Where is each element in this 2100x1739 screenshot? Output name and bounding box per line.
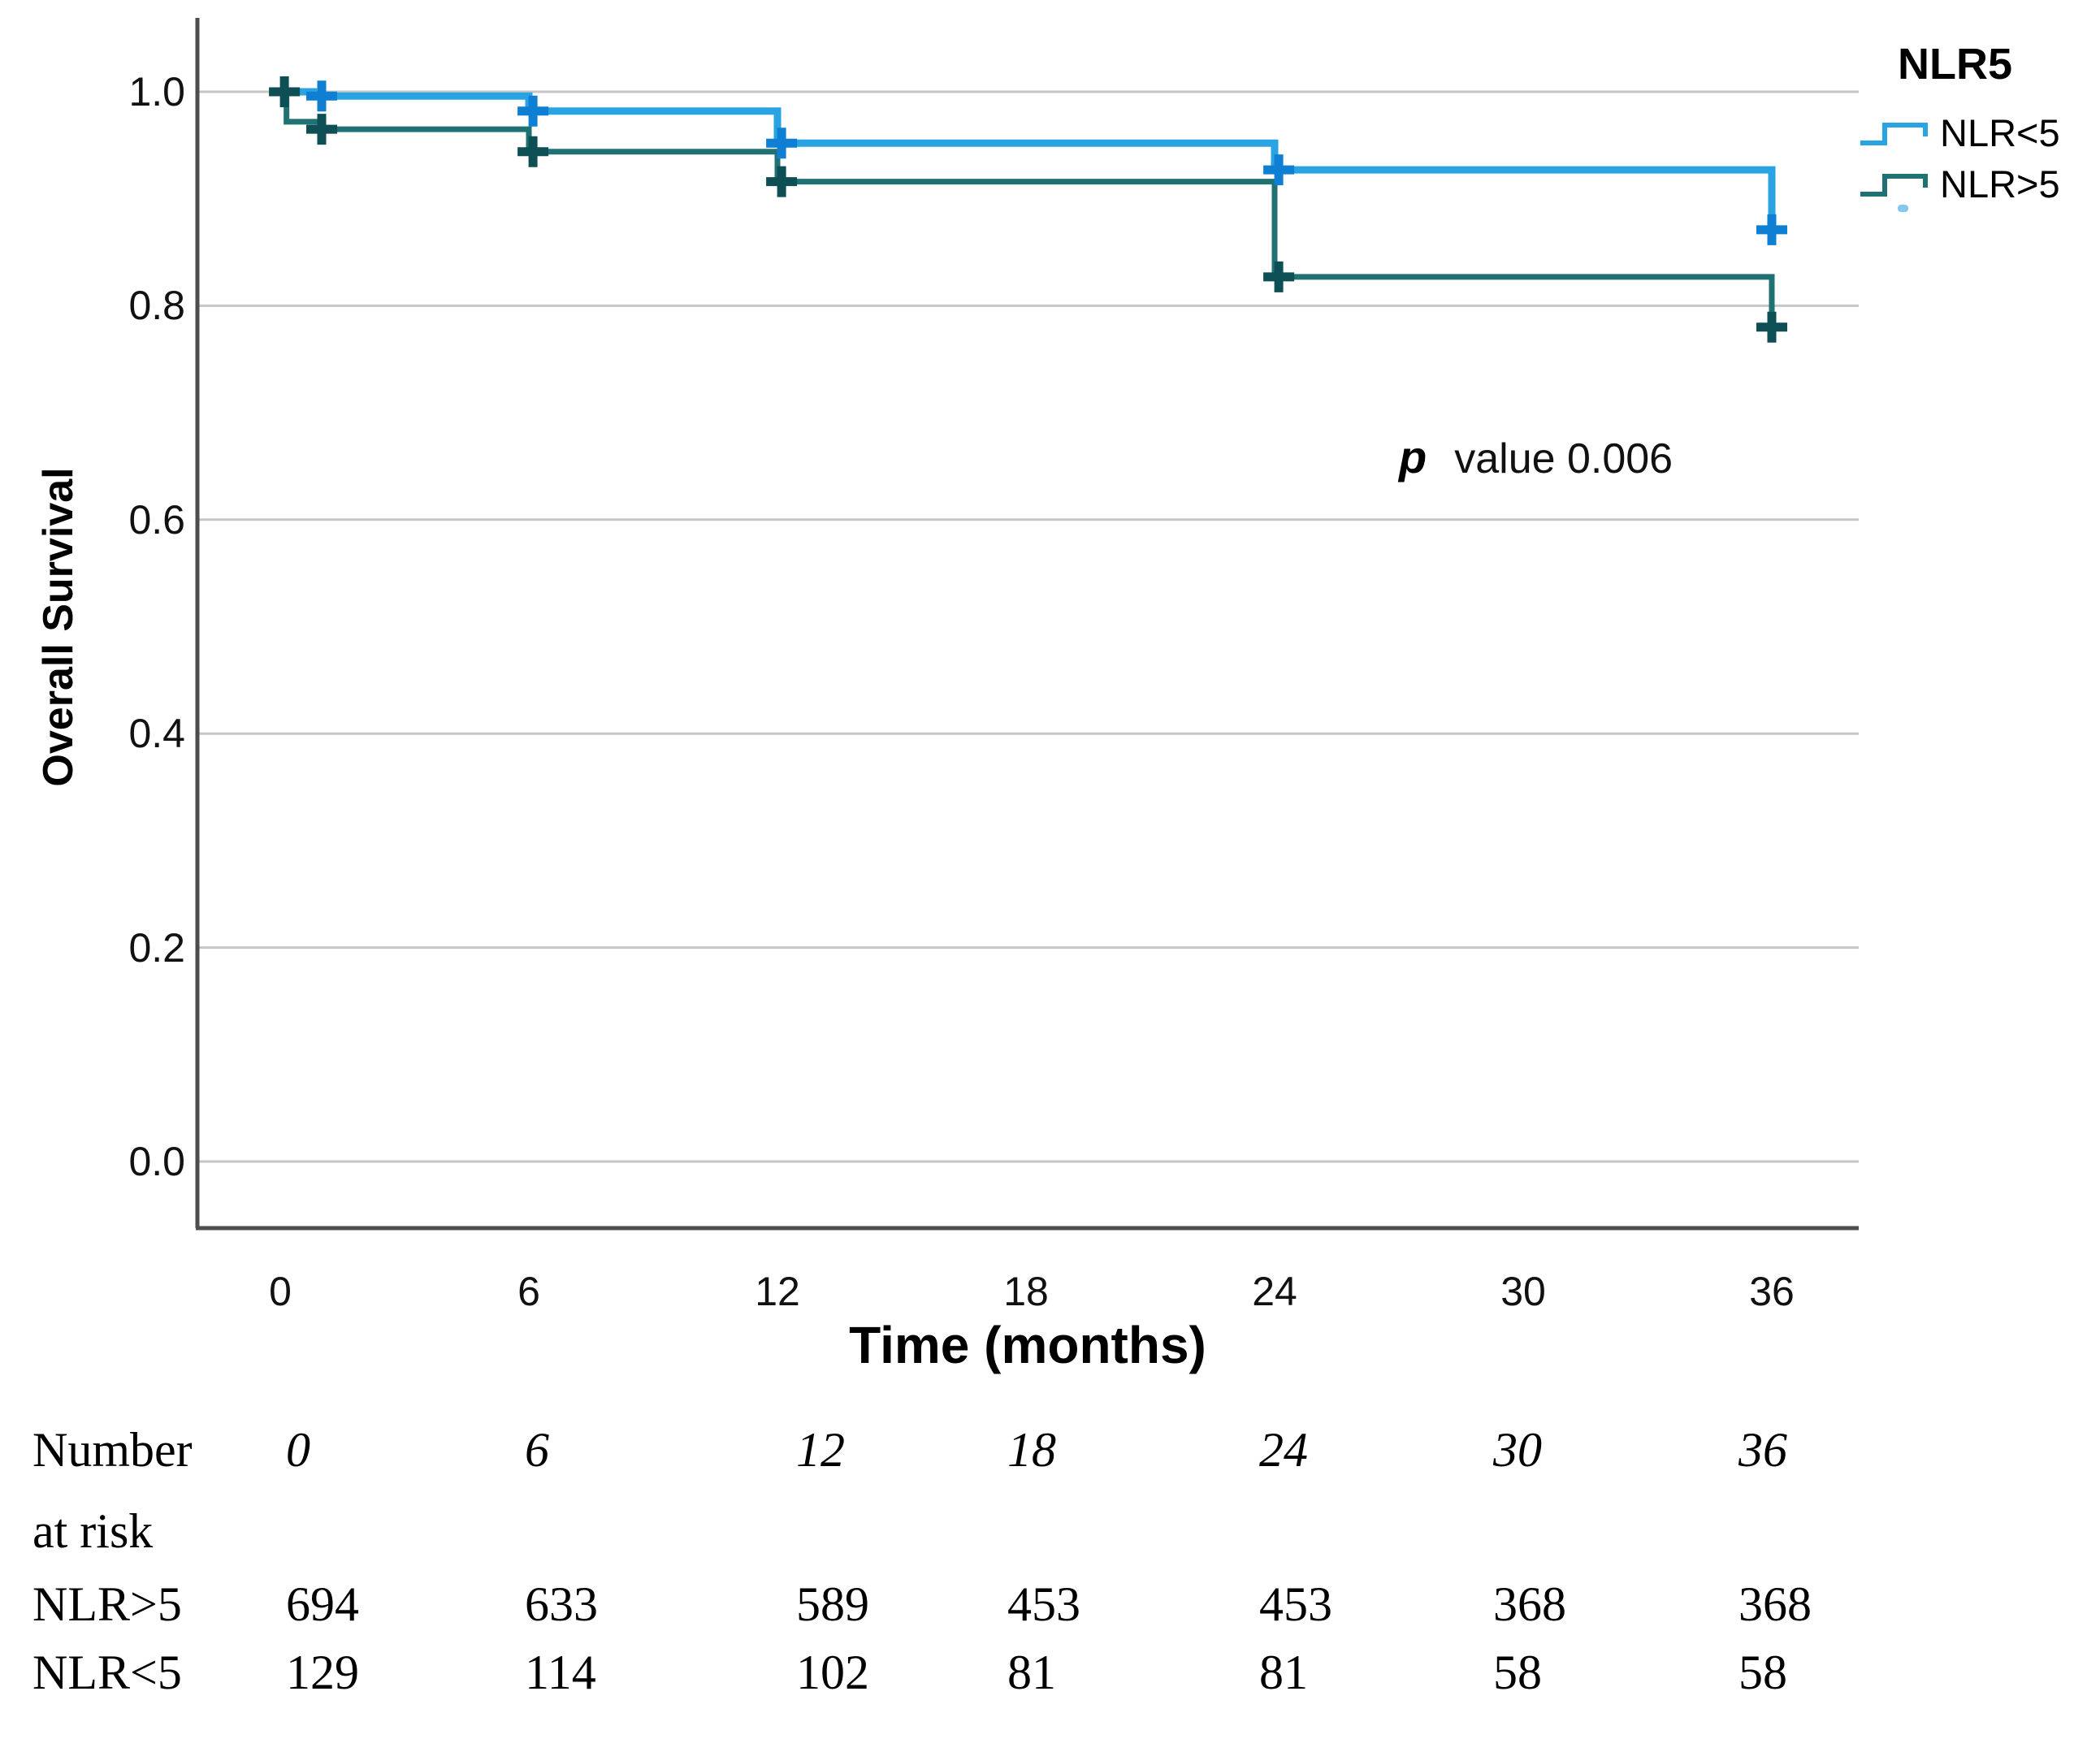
- censor-mark-NLR>5: [1263, 261, 1295, 292]
- step-line-icon: [1860, 122, 1928, 145]
- risk-value: 453: [1259, 1577, 1332, 1631]
- risk-row-label: NLR<5: [32, 1646, 182, 1699]
- censor-mark-NLR>5: [1756, 311, 1787, 343]
- risk-table-title-line1: Number: [32, 1423, 193, 1477]
- risk-row-label: NLR>5: [32, 1577, 182, 1631]
- risk-time-header: 18: [1007, 1423, 1056, 1477]
- censor-mark-NLR>5: [269, 76, 301, 107]
- risk-value: 368: [1493, 1577, 1566, 1631]
- risk-value: 81: [1259, 1646, 1308, 1699]
- risk-table-title-line2: at risk: [32, 1504, 154, 1558]
- risk-value: 368: [1738, 1577, 1812, 1631]
- risk-value: 81: [1007, 1646, 1056, 1699]
- legend-entry-nlr-gt5: NLR>5: [1859, 162, 2100, 206]
- risk-value: 633: [525, 1577, 598, 1631]
- risk-value: 102: [796, 1646, 869, 1699]
- legend: NLR5 NLR<5 NLR>5: [1859, 39, 2100, 213]
- censor-mark-NLR>5: [306, 114, 337, 145]
- p-value-annotation: p value 0.006: [1399, 430, 1673, 483]
- risk-value: 129: [286, 1646, 359, 1699]
- p-symbol: p: [1399, 431, 1427, 482]
- censor-mark-NLR<5: [1756, 214, 1787, 245]
- risk-value: 58: [1738, 1646, 1787, 1699]
- p-value-text: value 0.006: [1454, 435, 1674, 482]
- step-line-icon: [1860, 173, 1928, 197]
- risk-time-header: 0: [286, 1423, 310, 1477]
- censor-mark-NLR<5: [517, 95, 549, 127]
- legend-title: NLR5: [1897, 40, 2012, 89]
- legend-label: NLR>5: [1940, 162, 2060, 205]
- censor-mark-NLR<5: [306, 80, 337, 112]
- censor-mark-NLR>5: [766, 166, 798, 197]
- legend-entry-nlr-lt5: NLR<5: [1859, 110, 2100, 155]
- risk-time-header: 36: [1738, 1423, 1787, 1477]
- risk-value: 589: [796, 1577, 869, 1631]
- risk-value: 694: [286, 1577, 359, 1631]
- censor-mark-NLR>5: [517, 136, 549, 167]
- legend-label: NLR<5: [1940, 111, 2060, 154]
- risk-value: 58: [1493, 1646, 1542, 1699]
- censor-mark-NLR<5: [766, 128, 798, 159]
- risk-time-header: 6: [525, 1423, 549, 1477]
- stray-mark: [1898, 205, 1908, 212]
- censor-mark-NLR<5: [1263, 154, 1295, 186]
- x-axis-title: Time (months): [849, 1316, 1206, 1374]
- risk-value: 453: [1007, 1577, 1080, 1631]
- risk-time-header: 12: [796, 1423, 845, 1477]
- km-chart-canvas: [195, 18, 1859, 1231]
- risk-time-header: 24: [1259, 1423, 1308, 1477]
- risk-value: 114: [525, 1646, 596, 1699]
- risk-time-header: 30: [1493, 1423, 1542, 1477]
